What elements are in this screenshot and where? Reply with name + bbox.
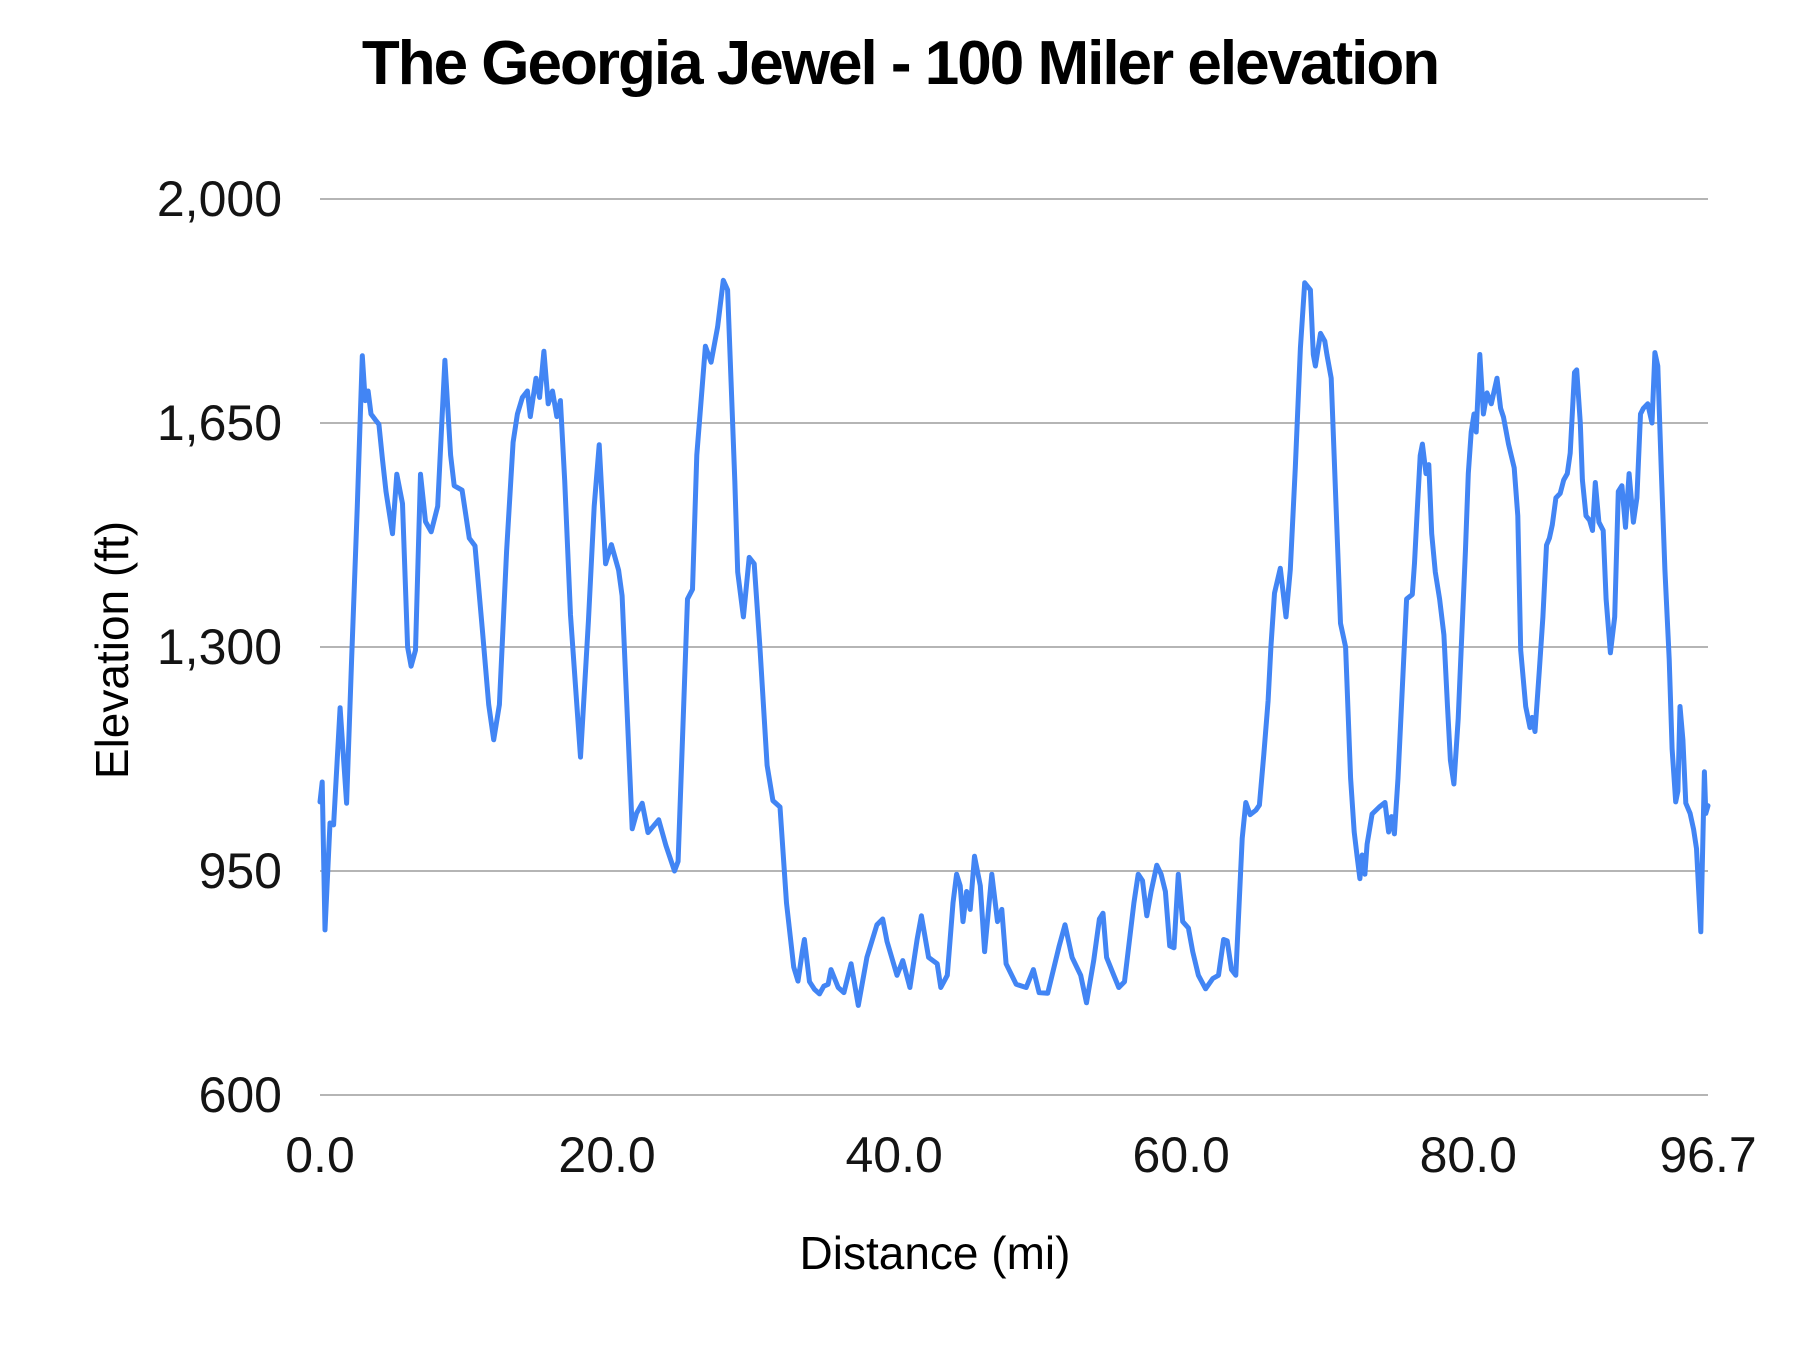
plot-svg	[317, 198, 1711, 1096]
x-tick-label: 20.0	[558, 1127, 656, 1183]
x-tick-label: 80.0	[1419, 1127, 1517, 1183]
y-tick-label: 1,650	[156, 395, 282, 451]
y-tick-label: 950	[198, 843, 282, 899]
chart-title: The Georgia Jewel - 100 Miler elevation	[361, 29, 1440, 98]
x-axis-title: Distance (mi)	[799, 1227, 1071, 1279]
x-tick-label: 40.0	[845, 1127, 943, 1183]
y-tick-label: 1,300	[156, 619, 282, 675]
y-tick-label: 2,000	[156, 171, 282, 227]
x-tick-label: 96.7	[1659, 1127, 1757, 1183]
x-tick-label: 60.0	[1132, 1127, 1230, 1183]
y-tick-label: 600	[198, 1067, 282, 1123]
x-tick-label: 0.0	[285, 1127, 355, 1183]
elevation-line	[317, 277, 1711, 1008]
